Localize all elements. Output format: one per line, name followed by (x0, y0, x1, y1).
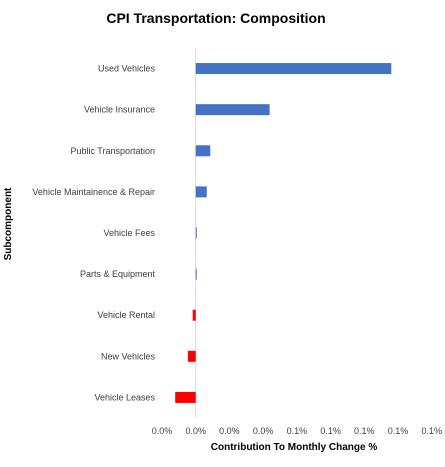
x-tick-label-8: 0.1% (421, 426, 442, 436)
x-tick-label-2: 0.0% (219, 426, 240, 436)
x-tick-label-0: 0.0% (152, 426, 173, 436)
category-label-7: New Vehicles (101, 351, 156, 361)
category-label-5: Parts & Equipment (80, 269, 156, 279)
bar-2 (195, 145, 211, 157)
category-label-1: Vehicle Insurance (84, 105, 155, 115)
category-label-3: Vehicle Maintainence & Repair (32, 187, 155, 197)
x-tick-label-5: 0.1% (320, 426, 341, 436)
category-label-0: Used Vehicles (98, 64, 156, 74)
bar-6 (192, 309, 196, 321)
bar-5 (195, 268, 197, 280)
bar-3 (195, 186, 207, 198)
x-tick-label-6: 0.1% (354, 426, 375, 436)
category-label-6: Vehicle Rental (97, 310, 155, 320)
x-tick-label-1: 0.0% (185, 426, 206, 436)
chart-title: CPI Transportation: Composition (106, 10, 325, 26)
bar-7 (187, 350, 196, 362)
y-axis-title: Subcomponent (3, 187, 14, 260)
x-tick-label-3: 0.0% (253, 426, 274, 436)
category-label-2: Public Transportation (70, 146, 155, 156)
x-tick-label-4: 0.1% (287, 426, 308, 436)
bar-1 (195, 104, 270, 116)
bar-8 (175, 391, 196, 403)
plot-area: Used Vehicles Vehicle Insurance Public Tra… (32, 48, 442, 436)
category-label-4: Vehicle Fees (103, 228, 155, 238)
x-tick-label-7: 0.1% (388, 426, 409, 436)
category-label-8: Vehicle Leases (94, 392, 155, 402)
x-axis-title: Contribution To Monthly Change % (211, 442, 378, 453)
bar-4 (195, 227, 197, 239)
bar-0 (195, 63, 392, 75)
